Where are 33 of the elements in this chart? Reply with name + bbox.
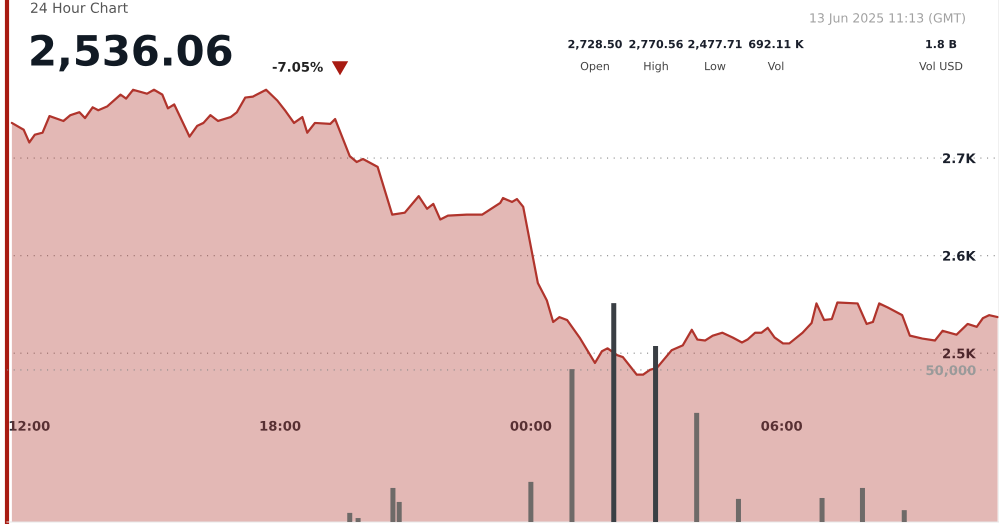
annotation: 13 Jun 2025 11:13 (GMT): [810, 12, 965, 25]
bar: [528, 482, 534, 522]
bar: [356, 518, 361, 522]
bar: [820, 498, 825, 522]
annotation: Vol USD: [919, 62, 962, 70]
y-tick-label: 2.6K: [943, 250, 976, 261]
text: 2,536.06: [31, 34, 232, 72]
annotation: High: [644, 62, 668, 72]
y-tick-label: 2.5K: [943, 348, 976, 358]
y2-tick-label: 50,000: [926, 365, 976, 377]
bar: [902, 510, 907, 522]
annotation: 692.11 K: [749, 40, 804, 48]
x-tick-label: 06:00: [761, 420, 802, 431]
bar: [611, 303, 616, 522]
chart-title: 24 Hour Chart: [31, 2, 128, 14]
bar: [694, 412, 700, 522]
y-tick-label: 2.7K: [943, 153, 976, 164]
annotation: Low: [705, 62, 726, 70]
x-tick-label: 00:00: [510, 420, 552, 431]
bar: [347, 512, 352, 522]
annotation: 1.8 B: [926, 40, 956, 48]
annotation: -7.05%: [272, 62, 323, 72]
annotation: Vol: [768, 62, 784, 70]
annotation: 2,728.50: [568, 40, 622, 50]
x-tick-label: 18:00: [260, 420, 300, 431]
bar: [653, 346, 658, 522]
annotation: 2,477.71: [688, 40, 742, 50]
x-tick-label: 12:00: [10, 420, 50, 431]
annotation: 2,770.56: [629, 40, 683, 50]
bar: [860, 488, 865, 522]
bar: [736, 498, 741, 522]
bar: [569, 369, 574, 522]
annotation: Open: [580, 62, 609, 72]
